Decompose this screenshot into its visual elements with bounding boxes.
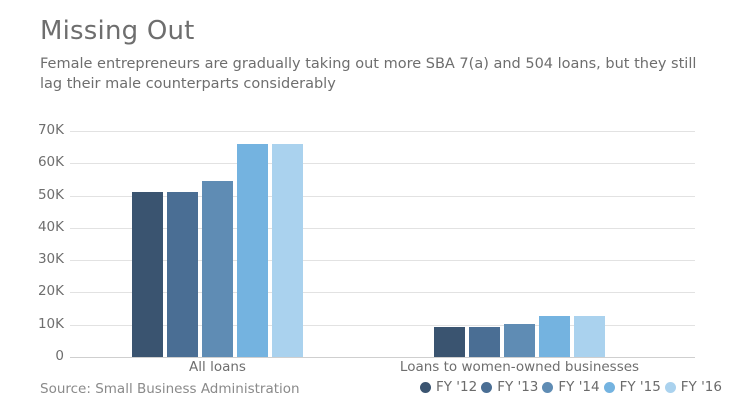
x-axis-category-label: All loans xyxy=(189,359,246,375)
legend-label: FY '12 xyxy=(435,379,478,395)
y-axis-tick-label: 30K xyxy=(37,251,64,268)
legend-item[interactable]: FY '16 xyxy=(664,379,726,395)
legend-swatch-icon xyxy=(664,381,676,393)
legend-item[interactable]: FY '12 xyxy=(419,379,481,395)
chart-subtitle: Female entrepreneurs are gradually takin… xyxy=(40,56,697,92)
y-axis-tick-label: 70K xyxy=(37,122,64,138)
plot-area: All loans Loans to women-owned businesses xyxy=(70,131,695,375)
legend-swatch-icon xyxy=(419,381,431,393)
bar xyxy=(504,323,535,357)
legend-swatch-icon xyxy=(542,381,554,393)
y-axis-labels: 70K 60K 50K 40K 30K 20K 10K 0 xyxy=(0,122,740,364)
bar xyxy=(237,143,268,357)
y-axis-tick-label: 50K xyxy=(37,186,64,203)
bar xyxy=(167,192,198,357)
legend-swatch-icon xyxy=(481,381,493,393)
bar xyxy=(469,326,500,357)
x-axis-category-label: Loans to women-owned businesses xyxy=(399,359,640,375)
legend-label: FY '15 xyxy=(619,379,661,395)
bar xyxy=(434,327,465,357)
page-title: Missing Out xyxy=(40,16,195,46)
chart-legend: FY '12 FY '13 FY '14 FY '15 FY '16 xyxy=(419,379,726,395)
source-note: Source: Small Business Administration xyxy=(40,381,300,397)
legend-label: FY '16 xyxy=(680,379,722,395)
bar xyxy=(574,315,605,357)
bar-group xyxy=(434,131,609,357)
gridline xyxy=(70,292,695,294)
gridline xyxy=(70,324,695,326)
gridline xyxy=(70,260,695,262)
y-axis-tick-label: 20K xyxy=(37,283,64,300)
legend-label: FY '14 xyxy=(558,379,600,395)
bar xyxy=(202,181,233,357)
gridline xyxy=(70,131,695,132)
legend-item[interactable]: FY '14 xyxy=(542,379,603,395)
gridline xyxy=(70,163,695,165)
y-axis-tick-label: 60K xyxy=(37,154,64,171)
legend-item[interactable]: FY '15 xyxy=(603,379,665,395)
legend-item[interactable]: FY '13 xyxy=(481,379,542,395)
legend-swatch-icon xyxy=(603,381,615,393)
y-axis-tick-label: 10K xyxy=(37,315,64,332)
y-axis-tick-label: 0 xyxy=(55,348,64,364)
bar-group xyxy=(132,131,307,357)
bar xyxy=(272,143,303,357)
gridline xyxy=(70,227,695,229)
gridline xyxy=(70,195,695,197)
bar xyxy=(132,192,163,357)
y-axis-tick-label: 40K xyxy=(37,218,64,235)
legend-label: FY '13 xyxy=(497,379,539,395)
axis-baseline xyxy=(70,357,695,358)
bar xyxy=(539,316,570,357)
